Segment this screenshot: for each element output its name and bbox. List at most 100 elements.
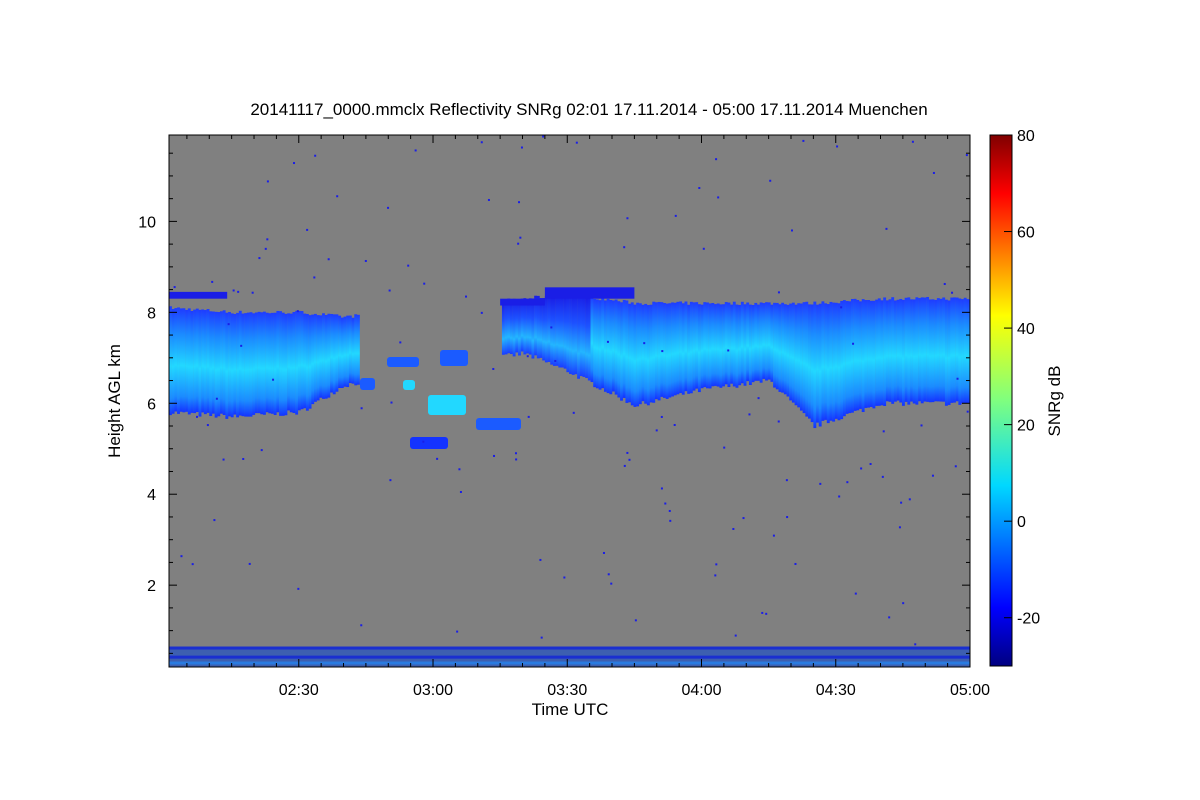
noise-pixel: [772, 534, 775, 537]
cloud-column: [297, 310, 301, 411]
colorbar-tick-label: -20: [1017, 611, 1040, 628]
noise-pixel: [673, 423, 676, 426]
chart-title: 20141117_0000.mmclx Reflectivity SNRg 02…: [250, 100, 927, 119]
noise-pixel: [786, 516, 789, 519]
noise-pixel: [732, 527, 735, 530]
noise-pixel: [515, 458, 518, 461]
noise-pixel: [313, 276, 316, 279]
cloud-column: [724, 302, 728, 385]
cloud-column: [936, 298, 940, 402]
cloud-column: [746, 302, 750, 382]
cloud-column: [676, 301, 680, 395]
cloud-column: [295, 310, 299, 415]
noise-pixel: [723, 446, 726, 449]
noise-pixel: [757, 397, 760, 400]
cloud-column: [910, 299, 913, 402]
cloud-column: [904, 297, 908, 402]
noise-pixel: [540, 636, 543, 639]
noise-pixel: [885, 227, 888, 230]
cloud-column: [343, 316, 347, 387]
cloud-column: [738, 304, 742, 386]
x-tick-label: 04:00: [681, 682, 721, 699]
cloud-column: [287, 313, 291, 411]
cloud-column: [574, 295, 578, 375]
noise-pixel: [794, 562, 797, 565]
y-tick-label: 10: [138, 214, 156, 231]
cloud-column: [520, 298, 524, 352]
cloud-column: [695, 302, 699, 389]
cloud-column: [211, 311, 215, 414]
cloud-column: [193, 309, 197, 414]
cloud-column: [630, 302, 634, 406]
cloud-column: [719, 304, 723, 388]
colorbar-ticks: -20 0 20 40 60 80: [1004, 128, 1040, 628]
cloud-column: [714, 304, 717, 386]
noise-pixel: [314, 154, 317, 157]
cloud-column: [598, 300, 602, 390]
cloud-column: [571, 295, 575, 375]
noise-pixel: [526, 355, 529, 358]
noise-pixel: [643, 342, 646, 345]
cloud-column: [888, 299, 892, 402]
cloud-column: [327, 313, 331, 398]
cloud-column: [257, 311, 261, 414]
cloud-column: [507, 298, 511, 354]
noise-pixel: [660, 487, 663, 490]
cloud-column: [756, 304, 760, 381]
cloud-column: [644, 303, 648, 404]
cloud-column: [684, 301, 688, 392]
cloud-column: [273, 312, 277, 415]
noise-pixel: [634, 619, 637, 622]
noise-pixel: [248, 562, 251, 565]
cloud-column: [185, 309, 189, 412]
noise-pixel: [213, 519, 216, 522]
cloud-column: [641, 304, 645, 402]
cloud-column: [209, 311, 213, 416]
cloud-column: [603, 300, 607, 392]
y-tick-label: 4: [147, 487, 156, 504]
cloud-column: [708, 303, 712, 389]
cloud-fringe: [169, 291, 228, 299]
cloud-column: [268, 313, 272, 414]
noise-pixel: [838, 495, 841, 498]
noise-pixel: [258, 257, 261, 260]
cloud-column: [542, 298, 546, 361]
noise-pixel: [914, 643, 917, 646]
cloud-cell: [428, 395, 466, 415]
noise-pixel: [296, 310, 299, 313]
cloud-column: [762, 303, 766, 379]
cloud-column: [848, 301, 852, 414]
cloud-column: [944, 299, 948, 406]
colorbar-tick-label: 60: [1017, 225, 1035, 242]
cloud-column: [292, 311, 296, 414]
cloud-column: [687, 304, 691, 394]
cloud-column: [786, 304, 790, 397]
cloud-column: [338, 315, 342, 389]
cloud-column: [593, 298, 597, 388]
noise-pixel: [492, 367, 495, 370]
cloud-column: [244, 313, 248, 417]
noise-pixel: [836, 145, 839, 148]
cloud-column: [526, 298, 529, 354]
noise-pixel: [674, 214, 677, 217]
cloud-column: [931, 299, 935, 403]
noise-pixel: [932, 171, 935, 174]
cloud-cell: [403, 380, 415, 390]
cloud-column: [842, 300, 846, 417]
cloud-column: [673, 302, 677, 396]
noise-pixel: [761, 611, 764, 614]
cloud-column: [614, 299, 618, 395]
cloud-column: [923, 297, 927, 402]
cloud-column: [518, 299, 521, 356]
noise-pixel: [748, 413, 751, 416]
cloud-column: [271, 312, 274, 414]
cloud-column: [716, 303, 720, 387]
cloud-column: [612, 300, 615, 392]
cloud-column: [813, 301, 817, 429]
noise-pixel: [966, 410, 969, 413]
noise-pixel: [777, 291, 780, 294]
cloud-column: [595, 299, 599, 389]
noise-pixel: [306, 228, 309, 231]
cloud-column: [182, 308, 186, 413]
